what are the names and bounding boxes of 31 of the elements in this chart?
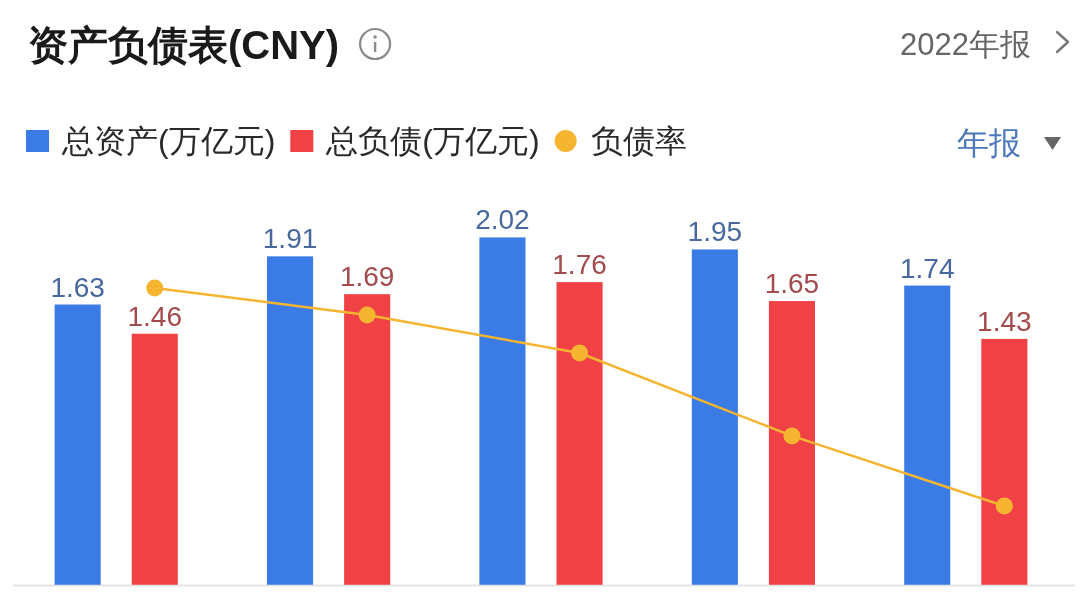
data-label: 1.43	[977, 305, 1032, 337]
point	[358, 306, 376, 324]
data-label: 1.74	[900, 252, 955, 284]
point	[995, 497, 1013, 515]
bar	[479, 237, 526, 585]
bar	[981, 338, 1028, 585]
bar	[267, 256, 314, 585]
data-label: 1.95	[687, 216, 743, 248]
text: 2022年报	[900, 27, 1031, 62]
bar	[344, 294, 391, 585]
data-label: 1.46	[127, 300, 182, 332]
data-label: 1.91	[262, 223, 318, 255]
point	[571, 344, 589, 362]
text: 年报	[957, 125, 1021, 161]
point	[146, 279, 164, 297]
data-label: 2.02	[475, 204, 530, 236]
legend-label: 总负债(万亿元)	[325, 123, 540, 159]
chart-title: 资产负债表(CNY)	[28, 23, 340, 67]
bar	[556, 282, 603, 585]
data-label: 1.69	[339, 261, 395, 293]
bar	[691, 249, 738, 585]
legend-label: 总资产(万亿元)	[61, 123, 276, 159]
data-label: 1.65	[764, 268, 820, 300]
legend-label: 负债率	[590, 123, 687, 159]
data-label: 1.63	[50, 271, 105, 303]
bar	[54, 304, 101, 585]
bar	[131, 333, 178, 585]
bar	[904, 285, 951, 585]
data-label: 1.76	[552, 249, 607, 281]
bar	[768, 301, 815, 585]
point	[783, 427, 801, 445]
